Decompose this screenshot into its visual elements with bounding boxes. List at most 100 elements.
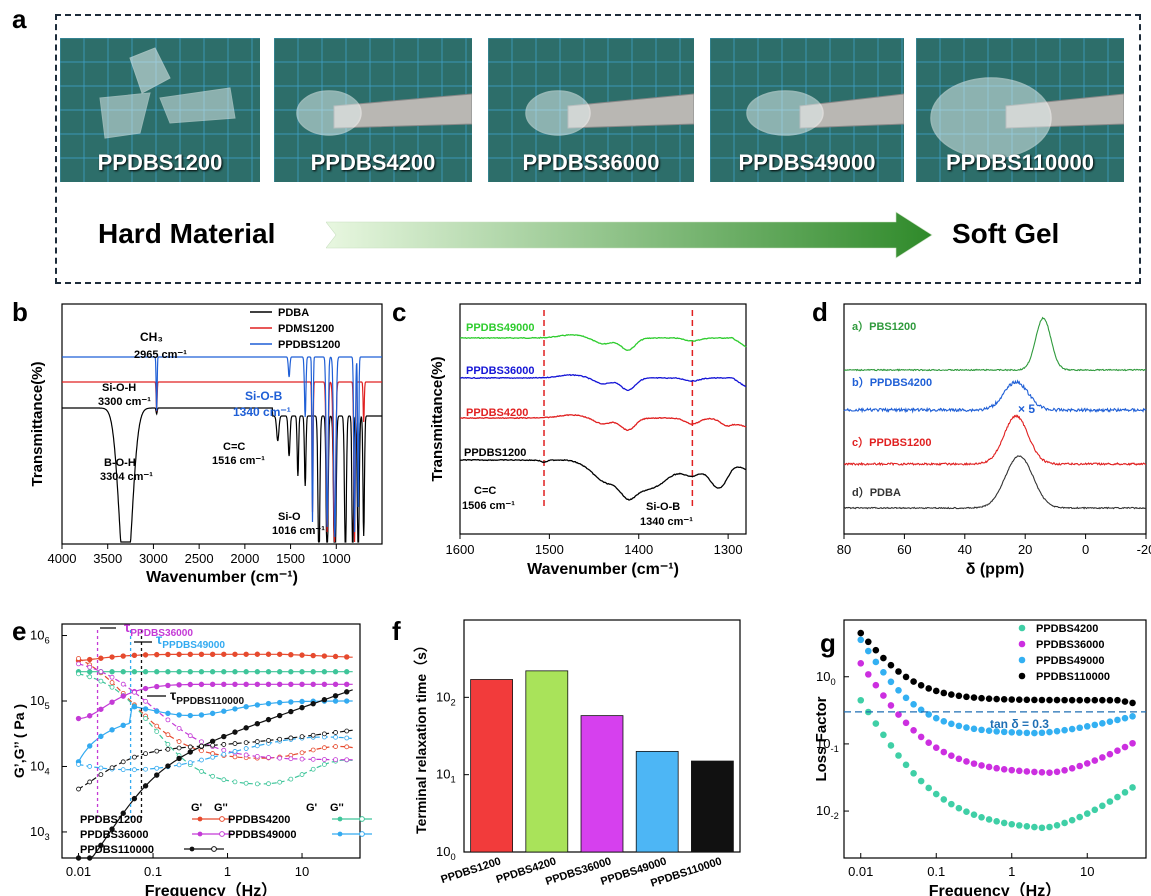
data-point [970, 811, 978, 819]
data-point [265, 651, 272, 657]
series-label: PPDBS49000 [466, 322, 535, 334]
data-point [880, 654, 887, 662]
series-label: PPDBS4200 [466, 407, 528, 419]
annotation-si-o: Si-O [278, 511, 301, 523]
data-point [963, 724, 970, 731]
data-point [288, 735, 294, 741]
data-point [299, 681, 305, 687]
data-point [243, 752, 249, 758]
data-point [165, 682, 171, 689]
data-point [232, 741, 238, 746]
data-point [154, 765, 160, 771]
data-point [109, 765, 115, 771]
data-point [142, 669, 149, 675]
data-point [165, 717, 171, 723]
data-point [1008, 820, 1016, 828]
legend-label: PPDBS110000 [80, 844, 154, 856]
tau-label-36000: τPPDBS36000 [124, 619, 193, 639]
x-tick-label: 2000 [230, 551, 259, 566]
data-point [243, 704, 249, 710]
data-point [210, 742, 216, 748]
spectrum-line [62, 356, 382, 538]
data-point [932, 687, 940, 695]
photo-ppdbs4200: PPDBS4200 [274, 38, 472, 182]
data-point [221, 651, 227, 657]
data-point [142, 685, 149, 692]
data-point [221, 733, 227, 740]
series-label: b）PPDBS4200 [852, 376, 932, 389]
legend-header: G' [191, 802, 203, 814]
data-point [872, 658, 880, 666]
data-point [864, 671, 872, 678]
legend-label: PPDBS1200 [278, 339, 340, 351]
data-point [948, 720, 955, 728]
data-point [857, 629, 865, 637]
data-point [310, 681, 316, 687]
data-point [187, 760, 193, 766]
data-point [985, 695, 993, 702]
x-tick-label: 0.1 [927, 864, 945, 879]
data-point [76, 656, 81, 661]
x-tick-label: 10 [295, 864, 309, 879]
data-point [243, 725, 249, 731]
data-point [109, 669, 115, 675]
data-point [98, 765, 104, 771]
data-point [232, 669, 238, 675]
modulus-curve [77, 700, 353, 763]
legend-label: PPDBS1200 [80, 814, 142, 826]
chart-g-loss-factor: 0.01 0.1 1 10 10-2 10-1 100 Frequency（Hz） Loss F… [813, 619, 1147, 896]
data-point [120, 767, 126, 773]
data-point [98, 842, 104, 849]
data-point [1114, 716, 1121, 724]
data-point [120, 693, 126, 699]
data-point [109, 684, 115, 690]
data-point [1015, 767, 1023, 775]
data-point [209, 669, 216, 675]
data-point [1121, 789, 1129, 796]
x-tick-label: 4000 [48, 551, 77, 566]
data-point [176, 762, 182, 768]
legend-label: PDMS1200 [278, 323, 334, 335]
data-point [917, 682, 925, 689]
data-point [978, 762, 985, 769]
data-point [265, 716, 272, 723]
data-point [910, 770, 917, 777]
data-point [902, 673, 910, 681]
data-point [154, 669, 160, 675]
annotation-b-o-h: B-O-H [104, 457, 136, 469]
spectrum-line [459, 458, 747, 501]
legend-label: PPDBS49000 [1036, 655, 1105, 667]
data-point [1000, 765, 1008, 773]
data-point [120, 653, 126, 659]
panel-letter-c: c [392, 297, 407, 327]
data-point [970, 725, 978, 733]
data-point [277, 755, 283, 761]
data-point [165, 741, 171, 747]
data-point [98, 678, 104, 684]
annotation-c-c: C=C [223, 441, 245, 453]
data-point [87, 855, 93, 861]
annotation-si-o-b-wavenumber: 1340 cm⁻¹ [233, 405, 291, 419]
plot-frame [459, 303, 747, 535]
annotation-si-o-h: Si-O-H [102, 382, 136, 394]
data-point [154, 651, 160, 658]
data-point [143, 766, 148, 772]
legend-marker [197, 816, 203, 822]
data-point [985, 763, 993, 771]
legend-marker [359, 816, 365, 822]
legend-header: G'' [214, 802, 228, 814]
data-point [310, 652, 316, 659]
data-point [276, 712, 283, 719]
data-point [321, 681, 328, 687]
chart-c-ftir-zoom: 1600 1500 1400 1300 Wavenumber (cm⁻¹) Transmi… [430, 303, 747, 578]
data-point [332, 698, 339, 704]
data-point [1038, 769, 1046, 776]
y-axis-title: G’,G’’ ( Pa ) [11, 704, 27, 778]
data-point [321, 653, 328, 659]
data-point [87, 764, 93, 769]
data-point [87, 669, 93, 675]
data-point [243, 746, 249, 751]
data-point [887, 661, 895, 669]
data-point [1038, 696, 1046, 704]
data-point [143, 751, 148, 757]
